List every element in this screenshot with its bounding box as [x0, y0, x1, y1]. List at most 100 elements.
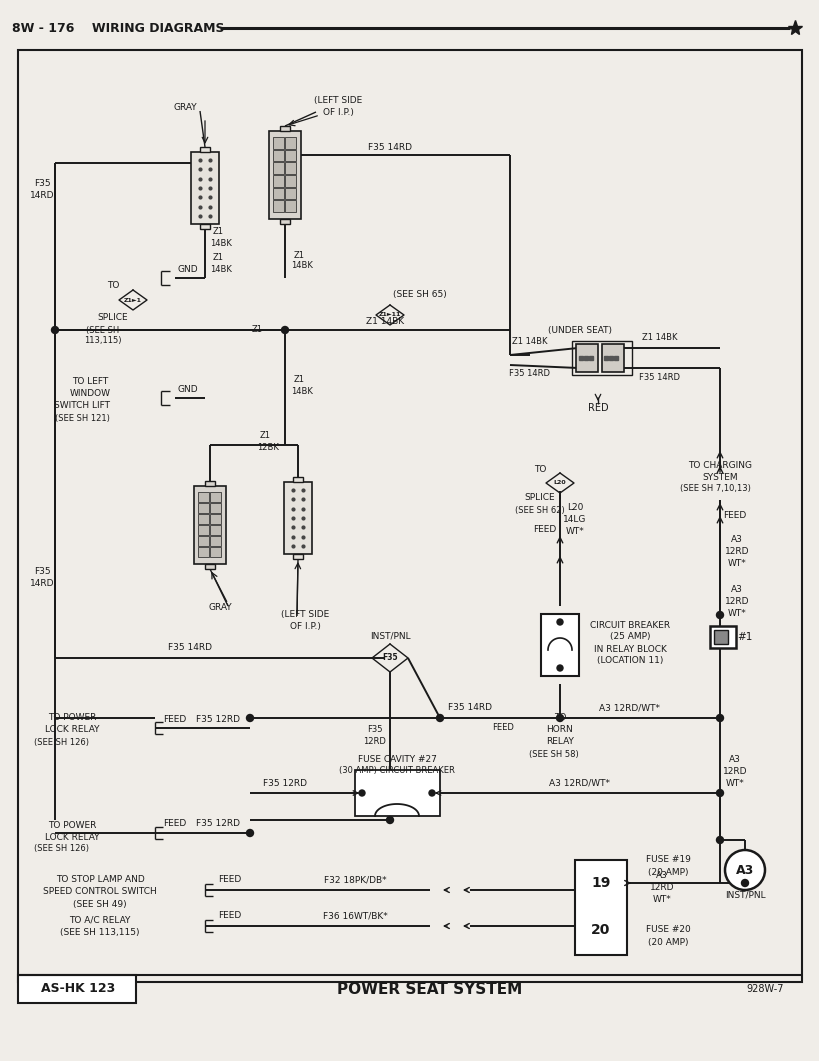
- Text: Z1 14BK: Z1 14BK: [641, 333, 677, 343]
- Bar: [191, 152, 219, 224]
- Bar: [197, 514, 209, 524]
- Text: FEED: FEED: [218, 911, 242, 921]
- Bar: [292, 554, 303, 559]
- Text: GND: GND: [178, 265, 198, 275]
- Text: GRAY: GRAY: [208, 604, 232, 612]
- Text: TO POWER: TO POWER: [48, 713, 96, 723]
- Text: Z1►11: Z1►11: [378, 313, 400, 317]
- Bar: [713, 630, 727, 644]
- Text: 14RD: 14RD: [29, 579, 54, 589]
- Text: (LOCATION 11): (LOCATION 11): [596, 657, 663, 665]
- Text: F36 16WT/BK*: F36 16WT/BK*: [322, 911, 387, 921]
- Circle shape: [52, 327, 58, 333]
- Text: Z1: Z1: [293, 376, 304, 384]
- Bar: [197, 492, 209, 502]
- Text: TO CHARGING: TO CHARGING: [687, 460, 751, 470]
- Bar: [210, 514, 221, 524]
- Text: A3: A3: [728, 755, 740, 765]
- Bar: [273, 175, 283, 187]
- Text: Z1: Z1: [259, 431, 270, 439]
- Bar: [205, 564, 215, 569]
- Text: A3 12RD/WT*: A3 12RD/WT*: [599, 703, 659, 713]
- Text: 12RD: 12RD: [649, 883, 673, 891]
- Bar: [709, 626, 735, 648]
- Text: A3: A3: [735, 864, 753, 876]
- Text: WT*: WT*: [726, 609, 745, 619]
- Circle shape: [436, 714, 443, 721]
- Text: L20: L20: [553, 481, 566, 486]
- Text: (30 AMP) CIRCUIT BREAKER: (30 AMP) CIRCUIT BREAKER: [338, 765, 455, 775]
- Bar: [210, 536, 221, 546]
- Text: (UNDER SEAT): (UNDER SEAT): [547, 326, 611, 334]
- Text: Z1: Z1: [212, 227, 224, 237]
- Text: (SEE SH 113,115): (SEE SH 113,115): [60, 927, 139, 937]
- Text: TO: TO: [533, 466, 545, 474]
- Bar: [197, 536, 209, 546]
- Circle shape: [428, 790, 434, 796]
- Text: FEED: FEED: [163, 819, 187, 829]
- Bar: [197, 547, 209, 557]
- Bar: [285, 150, 296, 161]
- Text: FUSE CAVITY #27: FUSE CAVITY #27: [357, 755, 436, 765]
- Circle shape: [716, 611, 722, 619]
- Bar: [269, 131, 301, 219]
- Text: OF I.P.): OF I.P.): [322, 107, 353, 117]
- Circle shape: [247, 714, 253, 721]
- Text: (LEFT SIDE: (LEFT SIDE: [314, 95, 362, 104]
- Text: F35 14RD: F35 14RD: [639, 373, 680, 383]
- Text: OF I.P.): OF I.P.): [289, 623, 320, 631]
- Circle shape: [556, 714, 563, 721]
- Text: WINDOW: WINDOW: [70, 389, 111, 399]
- Text: F35: F35: [382, 654, 397, 662]
- Text: 113,115): 113,115): [84, 336, 121, 346]
- Circle shape: [281, 327, 288, 333]
- Circle shape: [359, 790, 364, 796]
- Text: WT*: WT*: [726, 559, 745, 569]
- Text: FUSE #20: FUSE #20: [645, 925, 690, 935]
- Bar: [285, 137, 296, 149]
- Circle shape: [724, 850, 764, 890]
- Text: (LEFT SIDE: (LEFT SIDE: [281, 610, 328, 620]
- Bar: [283, 482, 311, 554]
- Circle shape: [556, 665, 563, 671]
- Bar: [197, 525, 209, 535]
- Text: L20: L20: [566, 504, 582, 512]
- Bar: [18, 975, 136, 1003]
- Circle shape: [716, 836, 722, 843]
- Bar: [575, 344, 597, 372]
- Circle shape: [740, 880, 748, 887]
- Bar: [273, 150, 283, 161]
- Text: 928W-7: 928W-7: [745, 984, 783, 994]
- Bar: [285, 201, 296, 212]
- Text: IN RELAY BLOCK: IN RELAY BLOCK: [593, 644, 666, 654]
- Text: WT*: WT*: [725, 780, 744, 788]
- Text: WT*: WT*: [652, 894, 671, 904]
- Text: WT*: WT*: [565, 527, 584, 537]
- Bar: [292, 477, 303, 482]
- Text: Z1►1: Z1►1: [124, 297, 142, 302]
- Text: CIRCUIT BREAKER: CIRCUIT BREAKER: [589, 621, 669, 629]
- Text: SPEED CONTROL SWITCH: SPEED CONTROL SWITCH: [43, 887, 156, 897]
- Text: LOCK RELAY: LOCK RELAY: [45, 726, 99, 734]
- Text: TO A/C RELAY: TO A/C RELAY: [70, 916, 130, 924]
- Bar: [279, 219, 290, 224]
- Text: RELAY: RELAY: [545, 737, 573, 747]
- Text: 14RD: 14RD: [29, 191, 54, 199]
- Text: (20 AMP): (20 AMP): [647, 938, 687, 946]
- Bar: [285, 162, 296, 174]
- Text: TO: TO: [553, 713, 565, 723]
- Text: TO LEFT: TO LEFT: [72, 378, 108, 386]
- Text: (SEE SH 121): (SEE SH 121): [55, 414, 109, 422]
- Text: (SEE SH 126): (SEE SH 126): [34, 737, 89, 747]
- Text: F35: F35: [34, 178, 50, 188]
- Text: 14BK: 14BK: [210, 264, 232, 274]
- Circle shape: [556, 619, 563, 625]
- Text: (SEE SH 58): (SEE SH 58): [528, 749, 578, 759]
- Bar: [205, 481, 215, 486]
- Circle shape: [247, 830, 253, 836]
- Text: SPLICE: SPLICE: [97, 313, 128, 323]
- Text: 12BK: 12BK: [256, 442, 278, 452]
- Text: (25 AMP): (25 AMP): [609, 632, 649, 642]
- Text: (SEE SH 7,10,13): (SEE SH 7,10,13): [679, 485, 749, 493]
- Bar: [273, 188, 283, 199]
